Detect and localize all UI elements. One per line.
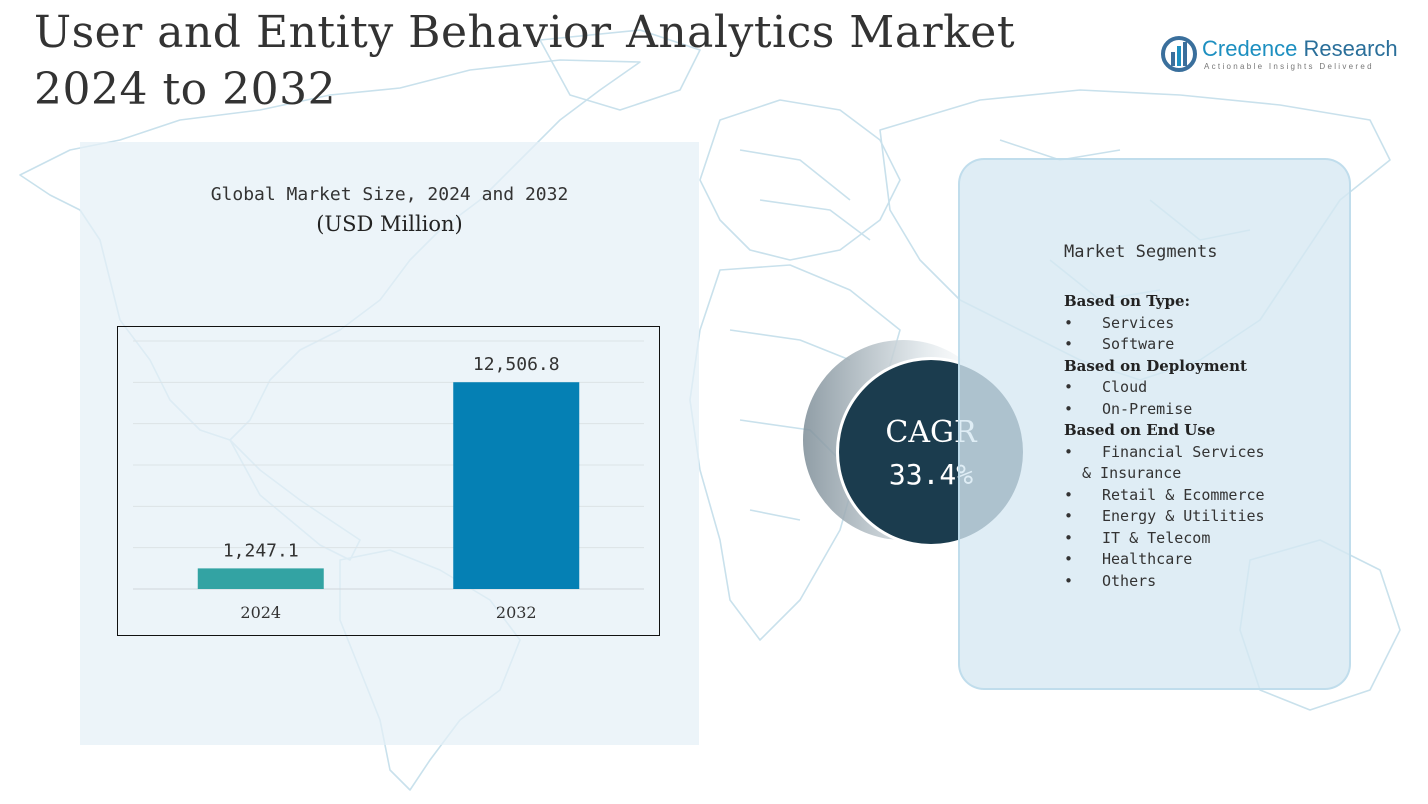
segment-heading: Based on Type: [1064, 292, 1191, 310]
bar-2024 [197, 568, 324, 589]
logo-tagline: Actionable Insights Delivered [1204, 62, 1374, 71]
segment-heading: Based on End Use [1064, 421, 1216, 439]
segment-heading: Based on Deployment [1064, 356, 1247, 375]
logo-name: Credence Research [1202, 36, 1398, 62]
segment-item: Retail & Ecommerce [1064, 485, 1344, 507]
logo-name-part2: Research [1303, 36, 1398, 61]
x-tick-label-2024: 2024 [240, 603, 281, 622]
chart-unit-label: (USD Million) [316, 212, 463, 236]
segment-item: IT & Telecom [1064, 528, 1344, 550]
segment-list: Financial Services & Insurance Retail & E… [1064, 442, 1344, 593]
segment-group-type: Based on Type: Services Software [1064, 291, 1344, 356]
credence-research-logo: Credence Research Actionable Insights De… [1160, 34, 1400, 78]
map-europe [699, 99, 901, 261]
logo-name-part1: Credence [1202, 36, 1298, 61]
chart-title: Global Market Size, 2024 and 2032 [210, 184, 569, 205]
x-tick-label-2032: 2032 [496, 603, 537, 622]
chart-bars [197, 382, 580, 589]
segment-item: Services [1064, 313, 1344, 335]
segment-item: Others [1064, 571, 1344, 593]
bar-2032 [453, 382, 580, 589]
segment-list: Cloud On-Premise [1064, 377, 1344, 420]
segment-item-continuation: & Insurance [1082, 464, 1182, 482]
map-greenland [539, 29, 701, 111]
segment-item: On-Premise [1064, 399, 1344, 421]
segment-group-deployment: Based on Deployment Cloud On-Premise [1064, 356, 1344, 421]
chart-panel: Global Market Size, 2024 and 2032 (USD M… [80, 142, 699, 745]
logo-mark-icon [1161, 36, 1197, 72]
segments-groups: Based on Type: Services Software Based o… [1064, 291, 1344, 592]
page-title: User and Entity Behavior Analytics Marke… [34, 4, 1015, 118]
chart-labels: 1,247.1 2024 12,506.8 2032 [223, 354, 560, 622]
segment-item: Financial Services & Insurance [1064, 442, 1344, 485]
bar-chart: 1,247.1 2024 12,506.8 2032 [117, 326, 660, 636]
segment-item: Healthcare [1064, 549, 1344, 571]
segment-item: Cloud [1064, 377, 1344, 399]
segment-item: Software [1064, 334, 1344, 356]
title-line-1: User and Entity Behavior Analytics Marke… [34, 7, 1016, 58]
title-line-2: 2024 to 2032 [34, 64, 337, 115]
data-label-2024: 1,247.1 [223, 540, 299, 561]
segment-item: Energy & Utilities [1064, 506, 1344, 528]
segment-group-end-use: Based on End Use Financial Services & Ins… [1064, 420, 1344, 592]
segment-list: Services Software [1064, 313, 1344, 356]
segments-title: Market Segments [1064, 242, 1218, 262]
chart-frame [117, 326, 660, 636]
data-label-2032: 12,506.8 [473, 354, 560, 375]
market-segments-panel: Market Segments Based on Type: Services … [958, 158, 1351, 690]
segment-item-line: Financial Services [1102, 442, 1265, 461]
